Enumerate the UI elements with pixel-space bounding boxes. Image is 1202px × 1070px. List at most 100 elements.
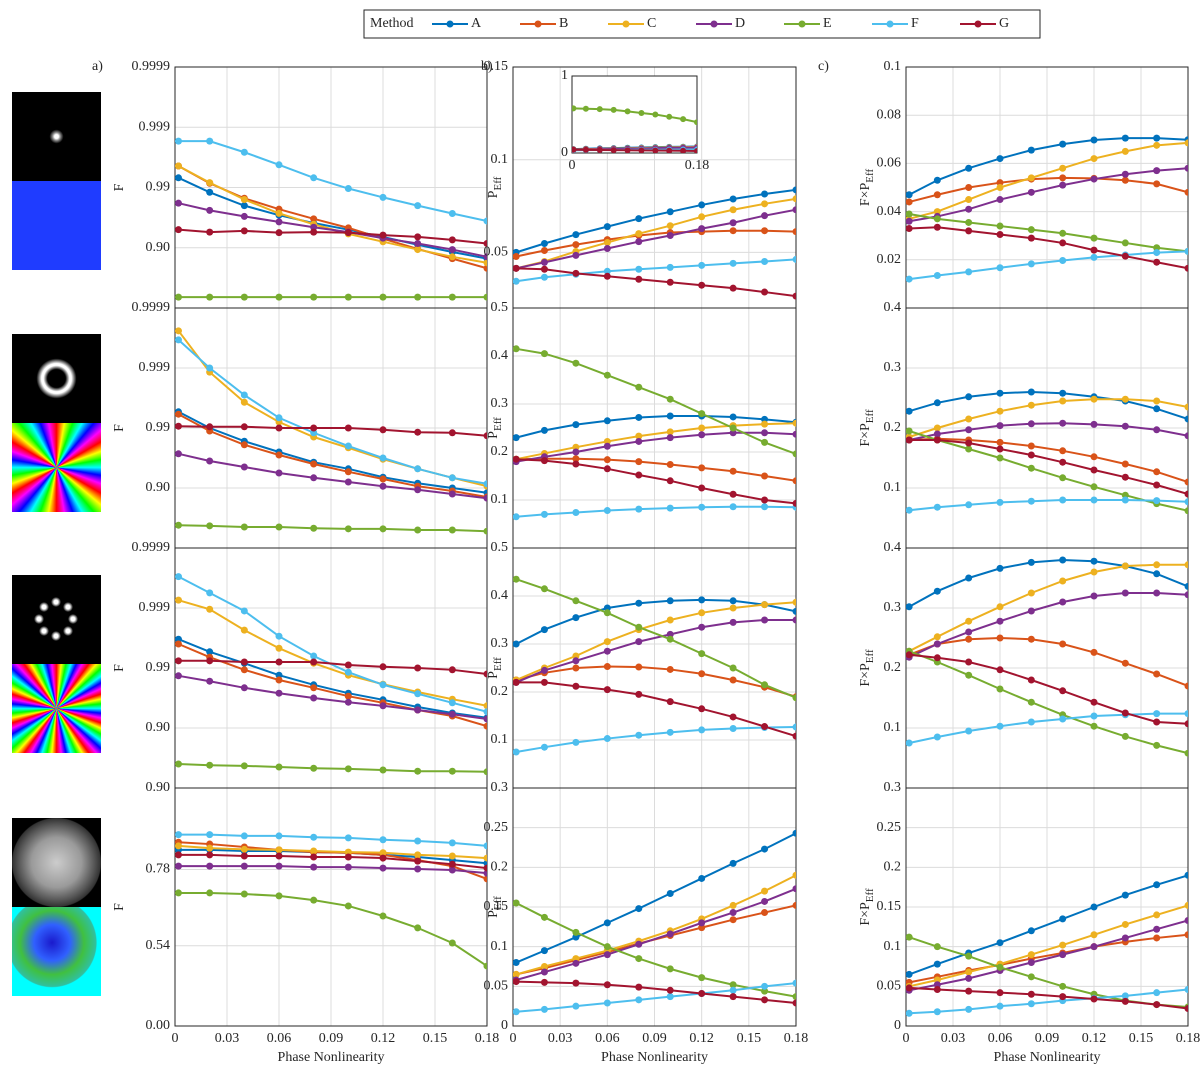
data-point [1121,176,1129,184]
data-point [729,618,737,626]
y-tick-label: 0.54 [146,938,171,953]
data-point [996,617,1004,625]
data-point [996,564,1004,572]
data-point [698,919,706,927]
data-point [414,865,422,873]
y-tick-label: 0.15 [484,59,509,74]
data-point [572,928,580,936]
data-point [729,219,737,227]
data-point [666,412,674,420]
data-point [483,293,487,301]
data-point [414,837,422,845]
series-line [515,197,796,270]
data-point [1090,496,1098,504]
data-point [310,764,318,772]
data-point [729,206,737,214]
data-point [1153,589,1161,597]
legend-marker [446,20,454,28]
data-point [666,395,674,403]
data-point [729,916,737,924]
series: D [175,862,487,877]
data-point [906,739,913,747]
data-point [1059,140,1067,148]
data-point [761,887,769,895]
data-point [698,503,706,511]
data-point [1059,993,1067,1001]
data-point [729,259,737,267]
series: E [175,889,487,970]
data-point [175,327,182,335]
data-point [792,829,796,837]
data-point [603,239,611,247]
data-point [540,239,548,247]
axes-box [174,787,488,1027]
y-tick-label: 0.1 [884,939,902,954]
data-point [483,259,487,267]
y-tick-label: 0.1 [884,480,902,495]
data-point [698,726,706,734]
data-point [1027,420,1035,428]
series-line [178,865,487,875]
y-tick-label: 0.5 [491,300,509,315]
data-point [603,507,611,515]
data-point [1027,234,1035,242]
data-point [448,429,456,437]
data-point [933,640,941,648]
data-point [582,105,589,112]
data-point [761,601,769,609]
data-point [761,503,769,511]
data-point [540,1005,548,1013]
data-point [906,191,913,199]
y-tick-label: 0.00 [146,1018,171,1033]
data-point [206,228,214,236]
data-point [792,450,796,458]
data-point [1059,941,1067,949]
x-axis-label: Phase Nonlinearity [994,1050,1101,1065]
data-point [175,293,182,301]
data-point [483,240,487,248]
data-point [698,213,706,221]
series-line [178,891,487,967]
data-point [666,460,674,468]
data-point [1090,903,1098,911]
data-point [680,147,687,153]
data-point [1153,426,1161,434]
series: G [513,264,796,300]
series: F [906,247,1188,283]
y-tick-label: 0.99 [146,180,171,195]
data-point [965,196,973,204]
data-point [275,293,283,301]
data-point [310,228,318,236]
y-tick-label: 0.4 [884,300,902,315]
data-point [666,477,674,485]
y-tick-label: 0.2 [884,860,902,875]
data-point [1059,447,1067,455]
data-point [635,383,643,391]
data-point [1059,556,1067,564]
data-point [1184,247,1188,255]
data-point [206,862,214,870]
panel-label: b) [481,59,493,74]
y-tick-label: 0.3 [884,780,902,795]
series: E [175,760,487,776]
x-tick-label: 0.03 [215,1031,240,1046]
data-point [666,728,674,736]
data-point [572,979,580,987]
series-line [909,439,1188,495]
data-point [996,422,1004,430]
data-point [344,293,352,301]
data-point [206,293,214,301]
data-point [1027,951,1035,959]
data-point [761,429,769,437]
data-point [448,490,456,498]
series-line [515,601,796,681]
data-point [540,426,548,434]
data-point [635,505,643,513]
inset-x-tick-label: 0.18 [685,158,710,173]
legend-marker [974,20,982,28]
data-point [206,831,214,839]
data-point [1121,460,1129,468]
series-line [515,258,796,283]
data-point [729,724,737,732]
